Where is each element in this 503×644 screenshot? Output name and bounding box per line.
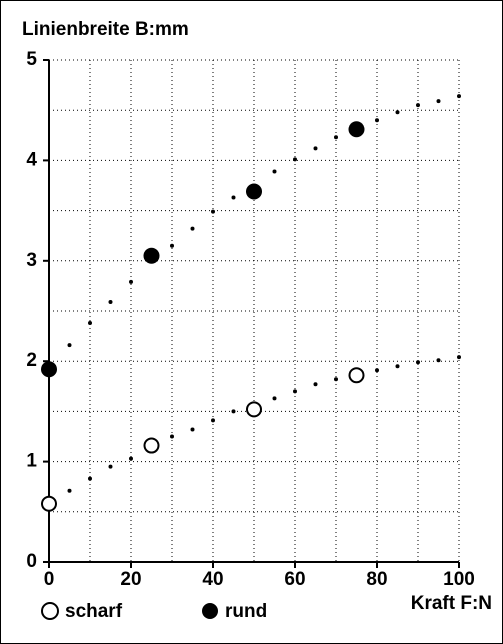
x-tick-label: 100 — [443, 569, 475, 590]
y-tick-label: 5 — [26, 49, 37, 70]
point — [348, 367, 365, 384]
fit-dot — [416, 360, 420, 365]
fit-dot — [436, 99, 441, 104]
point — [246, 183, 262, 200]
fit-dot — [416, 103, 420, 108]
fit-dot — [67, 488, 72, 493]
fit-dot — [88, 476, 92, 481]
fit-dot — [272, 396, 277, 401]
fit-dot — [88, 321, 92, 326]
fit-dot — [313, 146, 318, 151]
fit-dot — [334, 377, 338, 382]
point — [41, 361, 57, 378]
fit-dot — [129, 456, 133, 461]
fit-dot — [211, 418, 215, 423]
fit-dot — [211, 209, 215, 214]
fit-dot — [334, 135, 338, 140]
y-axis-label: Linienbreite B:mm — [22, 19, 189, 40]
fit-dot — [190, 226, 195, 231]
y-tick-label: 4 — [26, 149, 37, 170]
fit-dot — [272, 169, 277, 174]
y-tick-label: 1 — [26, 451, 37, 472]
fit-dot — [293, 157, 297, 162]
fit-dot — [231, 409, 236, 414]
fit-dot — [375, 368, 379, 373]
fit-dot — [170, 243, 174, 248]
point — [246, 401, 262, 418]
fit-dot — [457, 355, 461, 360]
legend-marker — [202, 603, 218, 619]
fit-dot — [436, 358, 441, 363]
fit-dot — [170, 434, 174, 439]
y-tick-label: 0 — [26, 551, 37, 572]
point — [348, 121, 365, 138]
point — [143, 437, 160, 454]
point — [143, 247, 160, 264]
fit-dot — [457, 94, 461, 99]
x-tick-label: 80 — [366, 569, 387, 590]
legend-marker — [41, 602, 59, 620]
fit-dot — [375, 118, 379, 123]
y-tick-label: 2 — [26, 350, 37, 371]
fit-dot — [395, 364, 400, 369]
fit-dot — [129, 279, 133, 284]
fit-dot — [313, 382, 318, 387]
x-tick-label: 60 — [284, 569, 305, 590]
fit-dot — [108, 464, 113, 469]
x-tick-label: 0 — [44, 569, 55, 590]
point — [41, 495, 57, 512]
fit-dot — [231, 195, 236, 200]
x-tick-label: 20 — [120, 569, 141, 590]
y-tick-label: 3 — [26, 250, 37, 271]
fit-dot — [293, 389, 297, 394]
x-axis-label: Kraft F:N — [411, 593, 492, 614]
legend-label: scharf — [65, 601, 123, 622]
x-tick-label: 40 — [202, 569, 223, 590]
fit-dot — [108, 299, 113, 304]
legend-label: rund — [225, 601, 267, 622]
fit-dot — [190, 427, 195, 432]
fit-dot — [67, 343, 72, 348]
fit-dot — [395, 110, 400, 115]
